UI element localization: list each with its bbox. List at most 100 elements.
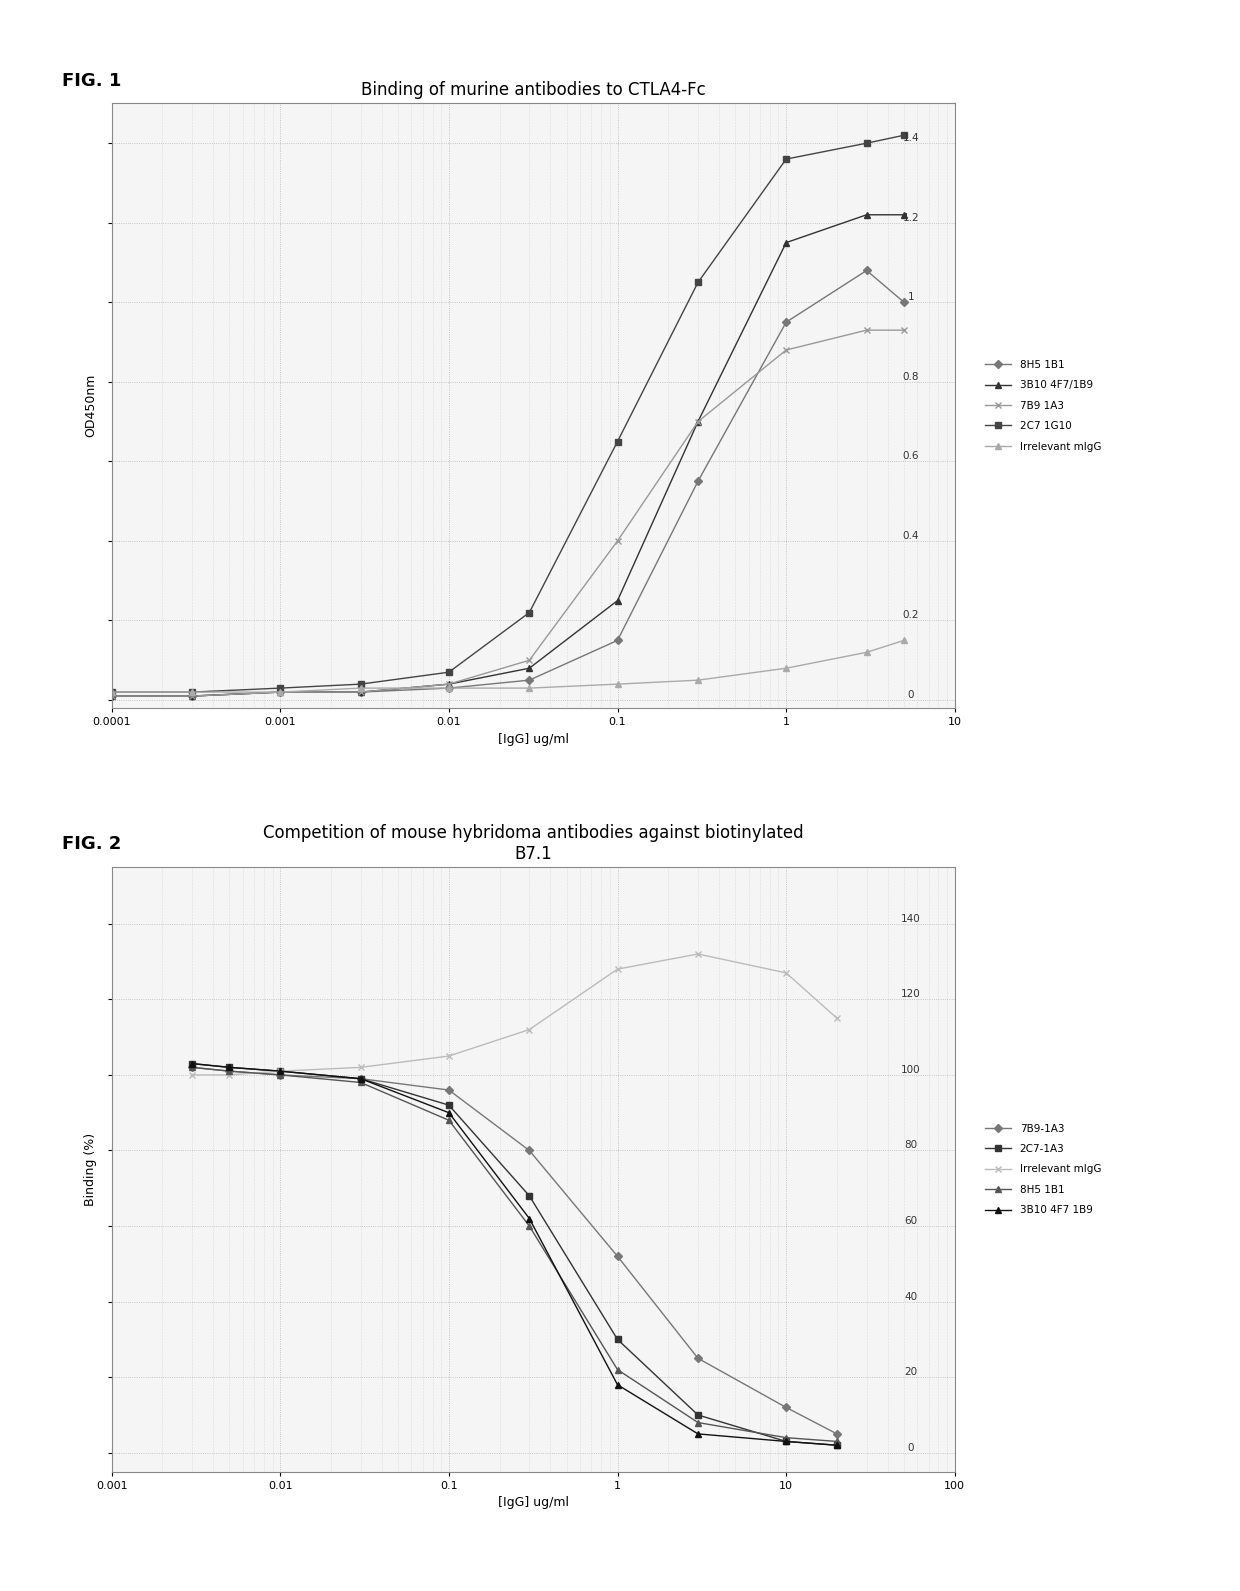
8H5 1B1 bbox=[610, 1360, 625, 1379]
7B9 1A3 bbox=[859, 320, 874, 339]
Line: 2C7-1A3: 2C7-1A3 bbox=[190, 1061, 839, 1448]
Legend: 8H5 1B1, 3B10 4F7/1B9, 7B9 1A3, 2C7 1G10, Irrelevant mIgG: 8H5 1B1, 3B10 4F7/1B9, 7B9 1A3, 2C7 1G10… bbox=[986, 360, 1101, 452]
Text: 1.4: 1.4 bbox=[903, 134, 919, 143]
7B9 1A3 bbox=[522, 651, 537, 670]
3B10 4F7/1B9 bbox=[610, 590, 625, 609]
2C7 1G10 bbox=[104, 683, 119, 702]
7B9-1A3 bbox=[273, 1066, 288, 1085]
3B10 4F7 1B9 bbox=[222, 1058, 237, 1077]
7B9-1A3 bbox=[610, 1247, 625, 1266]
Text: 0.2: 0.2 bbox=[903, 611, 919, 620]
3B10 4F7/1B9 bbox=[441, 675, 456, 694]
2C7-1A3 bbox=[441, 1096, 456, 1115]
2C7 1G10 bbox=[273, 678, 288, 697]
7B9 1A3 bbox=[610, 531, 625, 550]
7B9-1A3 bbox=[830, 1424, 844, 1443]
Line: 7B9 1A3: 7B9 1A3 bbox=[108, 326, 908, 700]
2C7-1A3 bbox=[273, 1061, 288, 1080]
Text: 0.4: 0.4 bbox=[903, 531, 919, 541]
8H5 1B1 bbox=[522, 1217, 537, 1236]
8H5 1B1 bbox=[222, 1061, 237, 1080]
Text: 0.8: 0.8 bbox=[903, 372, 919, 382]
3B10 4F7/1B9 bbox=[522, 659, 537, 678]
2C7-1A3 bbox=[610, 1330, 625, 1349]
Irrelevant mIgG bbox=[522, 1020, 537, 1039]
Title: Competition of mouse hybridoma antibodies against biotinylated
B7.1: Competition of mouse hybridoma antibodie… bbox=[263, 824, 804, 862]
Irrelevant mIgG bbox=[104, 683, 119, 702]
7B9-1A3 bbox=[522, 1141, 537, 1160]
8H5 1B1 bbox=[610, 630, 625, 649]
3B10 4F7/1B9 bbox=[779, 232, 794, 251]
3B10 4F7/1B9 bbox=[691, 412, 706, 431]
7B9-1A3 bbox=[779, 1398, 794, 1418]
Title: Binding of murine antibodies to CTLA4-Fc: Binding of murine antibodies to CTLA4-Fc bbox=[361, 81, 706, 99]
7B9 1A3 bbox=[897, 320, 911, 339]
8H5 1B1 bbox=[691, 1413, 706, 1432]
2C7-1A3 bbox=[353, 1069, 368, 1088]
7B9 1A3 bbox=[273, 683, 288, 702]
8H5 1B1 bbox=[273, 683, 288, 702]
Irrelevant mIgG bbox=[353, 1058, 368, 1077]
Text: 80: 80 bbox=[904, 1141, 918, 1150]
7B9 1A3 bbox=[779, 340, 794, 360]
2C7-1A3 bbox=[779, 1432, 794, 1451]
2C7 1G10 bbox=[897, 126, 911, 145]
7B9-1A3 bbox=[185, 1058, 200, 1077]
8H5 1B1 bbox=[779, 312, 794, 331]
Irrelevant mIgG bbox=[610, 959, 625, 978]
Irrelevant mIgG bbox=[185, 1066, 200, 1085]
Text: 1: 1 bbox=[908, 293, 914, 302]
7B9-1A3 bbox=[691, 1349, 706, 1368]
Line: 8H5 1B1: 8H5 1B1 bbox=[190, 1064, 839, 1445]
8H5 1B1 bbox=[522, 670, 537, 689]
Line: Irrelevant mIgG: Irrelevant mIgG bbox=[188, 950, 841, 1079]
Line: Irrelevant mIgG: Irrelevant mIgG bbox=[109, 638, 906, 695]
8H5 1B1 bbox=[859, 261, 874, 280]
Line: 7B9-1A3: 7B9-1A3 bbox=[190, 1064, 839, 1437]
3B10 4F7 1B9 bbox=[353, 1069, 368, 1088]
2C7-1A3 bbox=[222, 1058, 237, 1077]
Irrelevant mIgG bbox=[273, 1061, 288, 1080]
2C7 1G10 bbox=[859, 134, 874, 153]
2C7 1G10 bbox=[185, 683, 200, 702]
2C7-1A3 bbox=[691, 1405, 706, 1424]
3B10 4F7 1B9 bbox=[441, 1103, 456, 1122]
Y-axis label: OD450nm: OD450nm bbox=[84, 374, 97, 438]
3B10 4F7 1B9 bbox=[522, 1209, 537, 1228]
3B10 4F7/1B9 bbox=[353, 683, 368, 702]
X-axis label: [IgG] ug/ml: [IgG] ug/ml bbox=[497, 1496, 569, 1510]
Text: 120: 120 bbox=[901, 990, 921, 999]
Irrelevant mIgG bbox=[273, 683, 288, 702]
7B9-1A3 bbox=[222, 1061, 237, 1080]
Text: 60: 60 bbox=[904, 1216, 918, 1227]
7B9-1A3 bbox=[353, 1069, 368, 1088]
8H5 1B1 bbox=[104, 686, 119, 705]
Text: FIG. 2: FIG. 2 bbox=[62, 835, 122, 853]
X-axis label: [IgG] ug/ml: [IgG] ug/ml bbox=[497, 732, 569, 746]
8H5 1B1 bbox=[441, 678, 456, 697]
3B10 4F7/1B9 bbox=[897, 205, 911, 224]
Text: 140: 140 bbox=[901, 913, 921, 924]
Text: 100: 100 bbox=[901, 1064, 921, 1076]
3B10 4F7/1B9 bbox=[185, 686, 200, 705]
Irrelevant mIgG bbox=[691, 945, 706, 964]
7B9 1A3 bbox=[185, 686, 200, 705]
3B10 4F7/1B9 bbox=[859, 205, 874, 224]
2C7 1G10 bbox=[522, 603, 537, 622]
Line: 8H5 1B1: 8H5 1B1 bbox=[109, 267, 906, 698]
8H5 1B1 bbox=[185, 686, 200, 705]
2C7-1A3 bbox=[185, 1053, 200, 1072]
8H5 1B1 bbox=[830, 1432, 844, 1451]
8H5 1B1 bbox=[273, 1066, 288, 1085]
8H5 1B1 bbox=[185, 1058, 200, 1077]
7B9 1A3 bbox=[441, 675, 456, 694]
Irrelevant mIgG bbox=[897, 630, 911, 649]
3B10 4F7 1B9 bbox=[185, 1053, 200, 1072]
7B9 1A3 bbox=[691, 412, 706, 431]
Irrelevant mIgG bbox=[859, 643, 874, 662]
2C7-1A3 bbox=[830, 1435, 844, 1454]
3B10 4F7 1B9 bbox=[691, 1424, 706, 1443]
2C7 1G10 bbox=[441, 662, 456, 681]
Irrelevant mIgG bbox=[441, 678, 456, 697]
Irrelevant mIgG bbox=[441, 1047, 456, 1066]
